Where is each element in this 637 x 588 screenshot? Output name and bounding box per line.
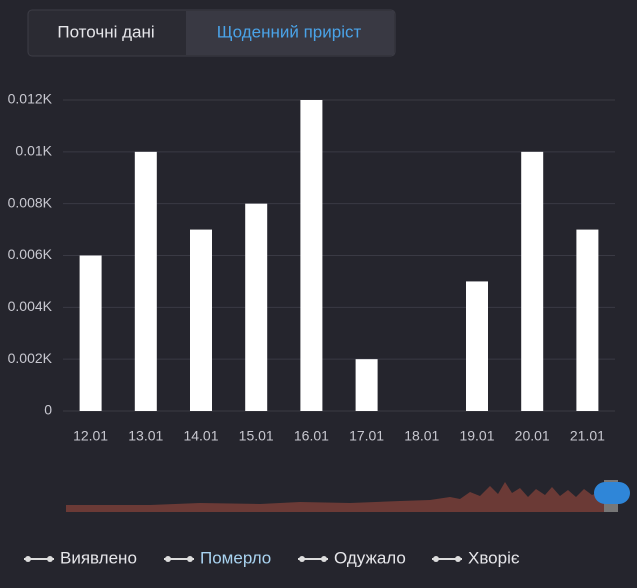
y-tick-label: 0.012K: [8, 91, 53, 107]
bar: [190, 229, 212, 411]
legend-dot: [299, 556, 305, 562]
bar: [355, 359, 378, 411]
legend-label[interactable]: Одужало: [334, 548, 406, 567]
bar: [79, 255, 102, 411]
legend-label[interactable]: Виявлено: [60, 548, 137, 567]
navigator[interactable]: [66, 480, 630, 512]
x-tick-label: 15.01: [239, 428, 274, 444]
y-tick-label: 0.01K: [15, 143, 52, 159]
y-tick-label: 0.002K: [8, 350, 53, 366]
tab[interactable]: Щоденний приріст: [217, 22, 362, 41]
x-tick-label: 17.01: [349, 428, 384, 444]
bar: [466, 281, 488, 411]
y-tick-label: 0.008K: [8, 194, 53, 210]
bar: [521, 151, 544, 412]
legend-dot: [433, 556, 439, 562]
legend-dot: [47, 556, 53, 562]
legend-dot: [25, 556, 31, 562]
x-tick-label: 20.01: [515, 428, 550, 444]
y-tick-label: 0.006K: [8, 246, 53, 262]
x-tick-label: 12.01: [73, 428, 108, 444]
legend-dot: [321, 556, 327, 562]
x-tick-label: 18.01: [404, 428, 439, 444]
navigator-area: [66, 482, 604, 512]
bar: [245, 203, 268, 411]
tab-active-bg: [186, 11, 394, 55]
bar: [300, 100, 323, 411]
x-tick-label: 19.01: [459, 428, 494, 444]
tab[interactable]: Поточні дані: [57, 22, 154, 41]
navigator-button[interactable]: [594, 482, 630, 504]
y-tick-label: 0: [44, 402, 52, 418]
bar: [576, 229, 599, 411]
x-tick-label: 16.01: [294, 428, 329, 444]
y-tick-label: 0.004K: [8, 298, 53, 314]
legend-label[interactable]: Хворіє: [468, 548, 520, 567]
bar: [134, 151, 157, 412]
x-tick-label: 14.01: [183, 428, 218, 444]
legend-dot: [187, 556, 193, 562]
x-tick-label: 21.01: [570, 428, 605, 444]
legend-dot: [455, 556, 461, 562]
legend-label[interactable]: Померло: [200, 548, 271, 567]
legend-dot: [165, 556, 171, 562]
x-tick-label: 13.01: [128, 428, 163, 444]
